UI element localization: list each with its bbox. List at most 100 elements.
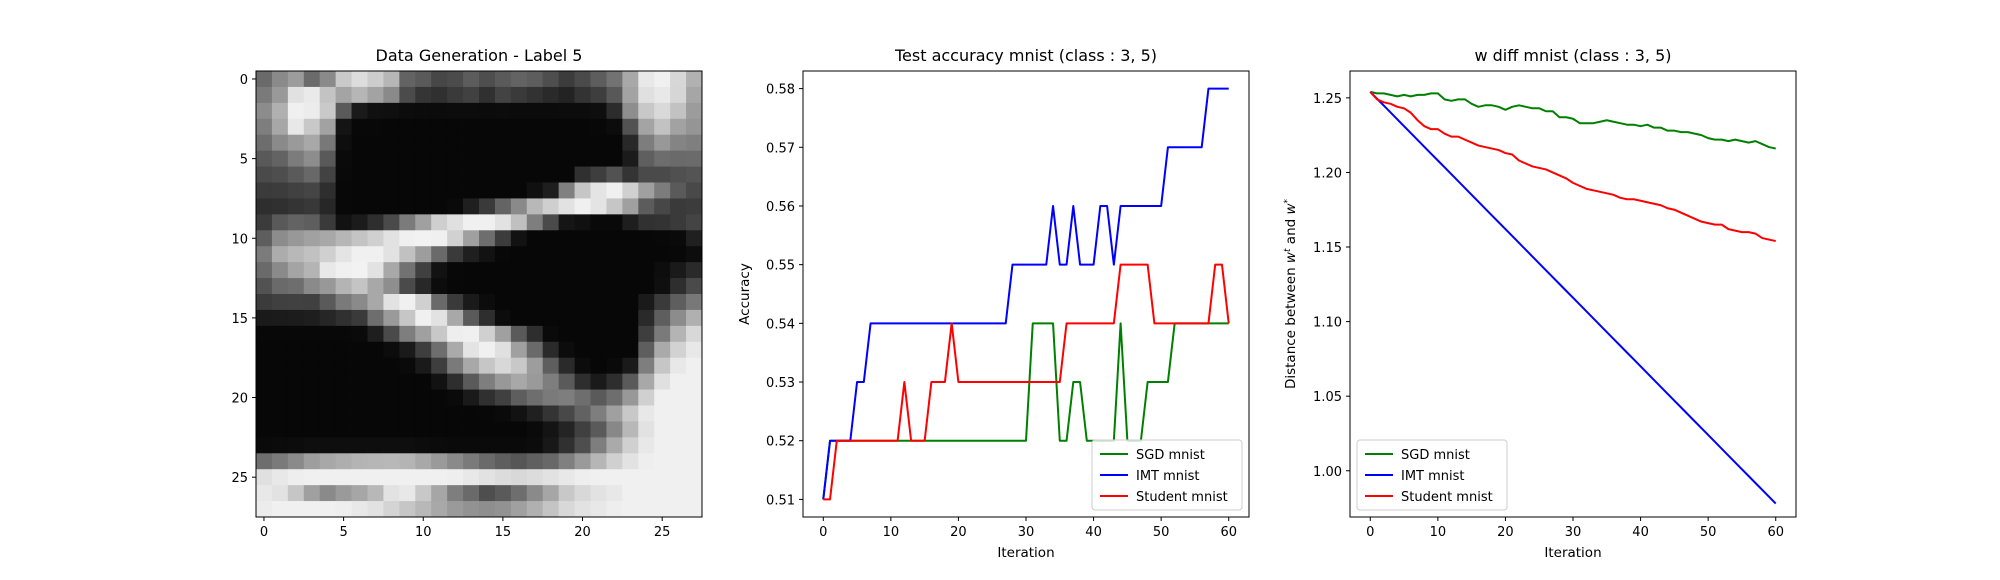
pixel-cell bbox=[399, 278, 416, 295]
pixel-cell bbox=[335, 102, 352, 120]
pixel-cell bbox=[574, 278, 591, 295]
x-tick-label: 20 bbox=[1497, 525, 1514, 540]
pixel-cell bbox=[622, 198, 639, 215]
pixel-cell bbox=[479, 294, 496, 311]
pixel-cell bbox=[494, 341, 512, 359]
pixel-cell bbox=[335, 214, 352, 231]
pixel-cell bbox=[638, 309, 655, 327]
pixel-cell bbox=[431, 71, 448, 88]
pixel-cell bbox=[399, 485, 416, 502]
pixel-cell bbox=[494, 118, 512, 136]
pixel-cell bbox=[686, 325, 703, 343]
pixel-cell bbox=[542, 71, 560, 88]
pixel-cell bbox=[590, 469, 607, 486]
pixel-cell bbox=[431, 262, 448, 279]
pixel-cell bbox=[399, 198, 416, 215]
pixel-cell bbox=[287, 71, 305, 88]
pixel-cell bbox=[622, 214, 639, 231]
pixel-cell bbox=[526, 325, 544, 343]
pixel-cell bbox=[335, 118, 352, 136]
pixel-cell bbox=[558, 71, 575, 88]
pixel-cell bbox=[303, 421, 321, 438]
pixel-cell bbox=[654, 294, 671, 311]
pixel-cell bbox=[670, 469, 687, 486]
pixel-cell bbox=[686, 341, 703, 359]
pixel-cell bbox=[686, 421, 703, 438]
pixel-cell bbox=[399, 230, 416, 247]
pixel-cell bbox=[271, 437, 289, 454]
pixel-cell bbox=[383, 294, 400, 311]
pixel-cell bbox=[510, 421, 528, 438]
pixel-cell bbox=[686, 230, 703, 247]
pixel-cell bbox=[622, 341, 639, 359]
pixel-cell bbox=[686, 166, 703, 183]
pixel-cell bbox=[415, 357, 432, 375]
pixel-cell bbox=[526, 134, 544, 152]
pixel-cell bbox=[622, 469, 639, 486]
pixel-cell bbox=[686, 501, 703, 518]
pixel-cell bbox=[431, 198, 448, 215]
pixel-cell bbox=[447, 262, 464, 279]
pixel-cell bbox=[606, 166, 623, 183]
pixel-cell bbox=[303, 469, 321, 486]
pixel-cell bbox=[463, 294, 480, 311]
pixel-cell bbox=[638, 341, 655, 359]
pixel-cell bbox=[606, 501, 623, 518]
pixel-cell bbox=[622, 405, 639, 422]
pixel-cell bbox=[479, 86, 496, 104]
pixel-cell bbox=[494, 501, 512, 518]
y-tick-label: 5 bbox=[240, 153, 248, 168]
pixel-cell bbox=[622, 294, 639, 311]
chart-title: Test accuracy mnist (class : 3, 5) bbox=[894, 46, 1157, 65]
pixel-cell bbox=[287, 421, 305, 438]
pixel-cell bbox=[654, 230, 671, 247]
pixel-cell bbox=[510, 405, 528, 422]
pixel-cell bbox=[654, 437, 671, 454]
pixel-cell bbox=[415, 405, 432, 422]
pixel-cell bbox=[367, 341, 384, 359]
pixel-cell bbox=[303, 230, 321, 247]
pixel-cell bbox=[383, 469, 400, 486]
pixel-cell bbox=[303, 166, 321, 183]
pixel-cell bbox=[526, 102, 544, 120]
pixel-cell bbox=[686, 71, 703, 88]
pixel-cell bbox=[526, 453, 544, 470]
pixel-cell bbox=[654, 357, 671, 375]
pixel-cell bbox=[606, 214, 623, 231]
x-tick-label: 50 bbox=[1700, 525, 1717, 540]
pixel-cell bbox=[686, 246, 703, 263]
pixel-cell bbox=[319, 182, 337, 199]
series-lines bbox=[822, 87, 1230, 501]
pixel-cell bbox=[319, 389, 337, 406]
pixel-cell bbox=[271, 118, 289, 136]
pixel-cell bbox=[558, 294, 575, 311]
pixel-cell bbox=[383, 421, 400, 438]
pixel-cell bbox=[335, 230, 352, 247]
pixel-cell bbox=[271, 501, 289, 518]
pixel-cell bbox=[479, 246, 496, 263]
pixel-cell bbox=[415, 230, 432, 247]
pixel-cell bbox=[542, 421, 560, 438]
pixel-cell bbox=[590, 453, 607, 470]
pixel-cell bbox=[606, 469, 623, 486]
pixel-cell bbox=[686, 469, 703, 486]
y-tick-label: 20 bbox=[231, 392, 248, 407]
pixel-cell bbox=[542, 357, 560, 375]
pixel-cell bbox=[542, 469, 560, 486]
pixel-cell bbox=[494, 198, 512, 215]
pixel-cell bbox=[606, 246, 623, 263]
pixel-cell bbox=[415, 389, 432, 406]
pixel-cell bbox=[447, 134, 464, 152]
pixel-cell bbox=[574, 421, 591, 438]
pixel-cell bbox=[590, 405, 607, 422]
pixel-cell bbox=[686, 86, 703, 104]
pixel-cell bbox=[670, 453, 687, 470]
pixel-cell bbox=[606, 405, 623, 422]
pixel-cell bbox=[431, 437, 448, 454]
pixel-cell bbox=[335, 278, 352, 295]
pixel-cell bbox=[638, 262, 655, 279]
y-tick-label: 0 bbox=[240, 73, 248, 88]
pixel-cell bbox=[415, 246, 432, 263]
pixel-cell bbox=[351, 325, 368, 343]
pixel-cell bbox=[287, 389, 305, 406]
